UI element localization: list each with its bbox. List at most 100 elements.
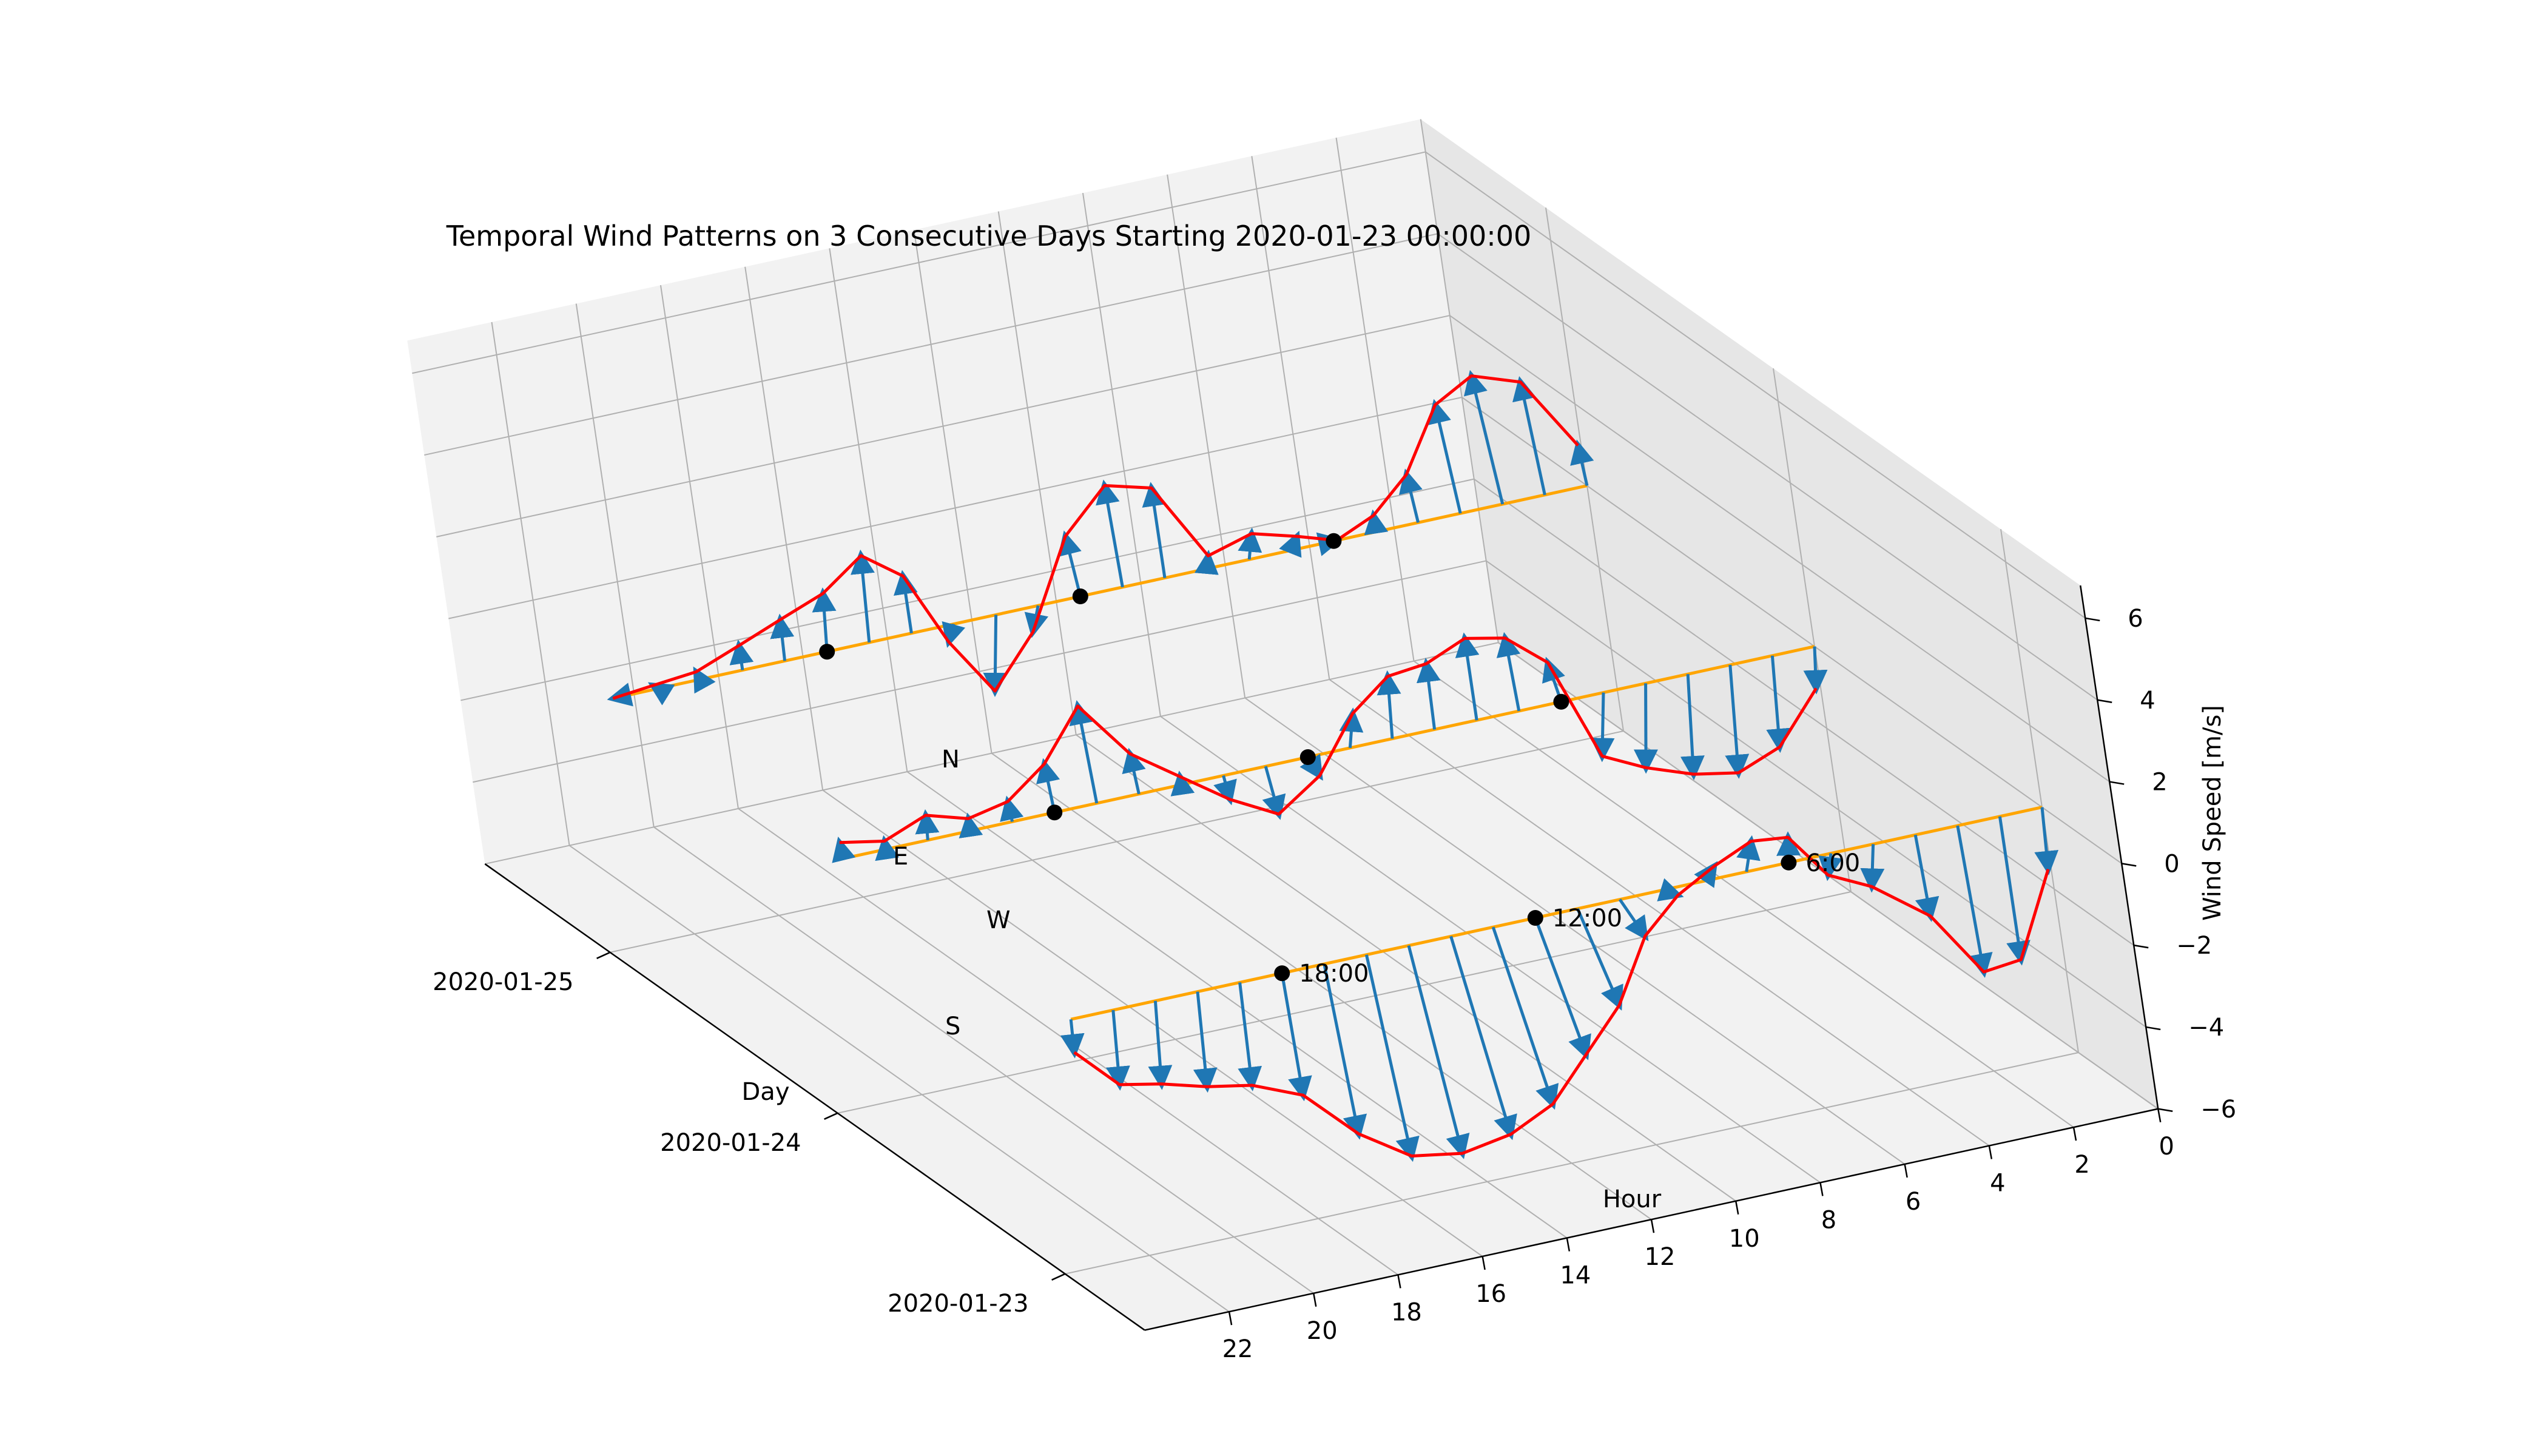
wind-vector (1238, 527, 1262, 560)
wind-vector (1427, 399, 1462, 514)
grid-line (1413, 660, 2074, 1128)
x-tick-label: 22 (1222, 1335, 1253, 1363)
z-tick-mark (2158, 1108, 2173, 1112)
wind-vector (1860, 844, 1885, 893)
wind-vector (1148, 1000, 1173, 1090)
x-tick-label: 10 (1729, 1225, 1760, 1253)
wind-vector (1069, 700, 1099, 804)
x-tick-mark (1650, 1219, 1655, 1233)
wind-vector (1496, 632, 1521, 712)
wind-envelope (839, 636, 1818, 844)
wind-vector (1105, 1009, 1130, 1091)
grid-line (1437, 233, 2098, 701)
hour-marker-label: 6:00 (1805, 849, 1860, 877)
wind-vector (942, 621, 966, 648)
x-tick-mark (1481, 1256, 1486, 1270)
hour-marker (1072, 588, 1088, 604)
x-tick-label: 4 (1990, 1170, 2005, 1198)
grid-line (424, 233, 1438, 456)
compass-label-s: S (945, 1013, 960, 1040)
z-tick-label: 0 (2164, 850, 2179, 878)
series-2020-01-25 (607, 369, 1594, 707)
x-tick-mark (1397, 1275, 1401, 1289)
grid-line (1335, 137, 1415, 661)
compass-label-w: W (986, 906, 1011, 934)
z-tick-mark (2134, 944, 2149, 949)
grid-line (1474, 478, 2134, 946)
grid-line (575, 303, 655, 827)
hour-marker (1527, 910, 1543, 926)
x-tick-mark (1566, 1238, 1571, 1252)
grid-line (2000, 529, 2079, 1053)
wind-vector (915, 809, 940, 841)
y-axis-label: Day (742, 1078, 790, 1106)
z-tick-label: −2 (2176, 932, 2212, 960)
x-tick-mark (2072, 1127, 2077, 1141)
grid-line (1461, 397, 2122, 864)
wind-vector (894, 570, 918, 634)
wind-vector (1913, 834, 1940, 922)
side-pane (1420, 119, 2159, 1109)
wind-vector (1407, 945, 1470, 1159)
series-2020-01-23: 6:00 12:00 18:00 (1060, 806, 2059, 1162)
grid-line (1449, 315, 2110, 783)
x-tick-mark (1819, 1182, 1824, 1196)
hour-marker-label: 12:00 (1552, 905, 1622, 932)
z-axis-line (2080, 585, 2159, 1109)
z-tick-label: −6 (2200, 1096, 2236, 1124)
grid-line (1251, 156, 1330, 680)
wind-vector (1142, 482, 1167, 578)
hour-marker (1326, 533, 1342, 549)
wind-vector (2034, 807, 2059, 875)
grid-line (829, 248, 908, 772)
wind-vector (1416, 658, 1441, 730)
x-tick-mark (2157, 1108, 2162, 1122)
grid-line (1082, 192, 1161, 716)
wind-vector (1194, 550, 1219, 575)
wind-vector (1463, 369, 1505, 505)
z-tick-mark (2097, 699, 2112, 703)
grid-line (744, 266, 824, 790)
wind-vector (1279, 530, 1302, 558)
baseline-line (1070, 806, 2043, 1021)
grid-line (659, 285, 739, 809)
wind-envelope (1073, 835, 2050, 1158)
grid-line (412, 151, 1426, 374)
wind-vector (1590, 692, 1615, 763)
wind-vector (1618, 898, 1649, 942)
grid-line (1420, 119, 1499, 643)
wind-vector (1060, 1019, 1085, 1059)
wind-vector (1956, 825, 1993, 978)
wind-vector (1680, 674, 1705, 781)
grid-line (991, 752, 1652, 1220)
x-tick-label: 8 (1821, 1206, 1836, 1234)
x-axis-label: Hour (1603, 1185, 1662, 1213)
hour-marker (819, 644, 835, 660)
series-2020-01-24 (832, 632, 1828, 863)
wind-vector (1096, 479, 1124, 588)
wind-vector (1998, 816, 2031, 966)
x-tick-label: 0 (2159, 1133, 2174, 1161)
x-tick-mark (1988, 1145, 1993, 1159)
x-tick-label: 20 (1307, 1317, 1338, 1345)
grid-line (436, 315, 1450, 538)
x-tick-mark (1228, 1311, 1233, 1326)
grid-line (1425, 151, 2086, 619)
y-tick-mark (824, 1112, 838, 1120)
y-tick-label: 2020-01-24 (660, 1129, 801, 1157)
z-tick-label: 2 (2152, 769, 2167, 797)
chart-title: Temporal Wind Patterns on 3 Consecutive … (446, 220, 1532, 252)
grid-line (448, 396, 1462, 619)
wind-vector (851, 549, 875, 643)
hour-marker (1781, 854, 1797, 871)
wind-vector (1534, 917, 1591, 1060)
wind-vector (1057, 530, 1082, 597)
y-axis-line (484, 863, 1145, 1331)
z-tick-mark (2122, 863, 2137, 867)
wind-vector (1491, 926, 1559, 1110)
wind-vector (1449, 935, 1517, 1141)
baseline-line (615, 484, 1588, 699)
y-tick-label: 2020-01-25 (433, 968, 573, 996)
grid-line (460, 478, 1474, 701)
hour-marker (1274, 965, 1290, 982)
